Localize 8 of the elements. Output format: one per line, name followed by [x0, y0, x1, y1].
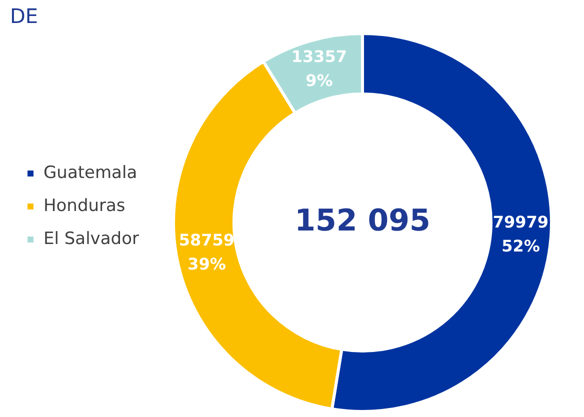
chart-title: DE — [10, 4, 38, 28]
legend-label: El Salvador — [44, 228, 139, 249]
data-label: 13357 9% — [291, 46, 348, 90]
data-label: 79979 52% — [492, 212, 549, 256]
legend-label: Guatemala — [44, 162, 138, 183]
legend-label: Honduras — [44, 196, 126, 216]
text: 152 095 — [294, 203, 430, 238]
data-label: 58759 39% — [178, 230, 235, 274]
